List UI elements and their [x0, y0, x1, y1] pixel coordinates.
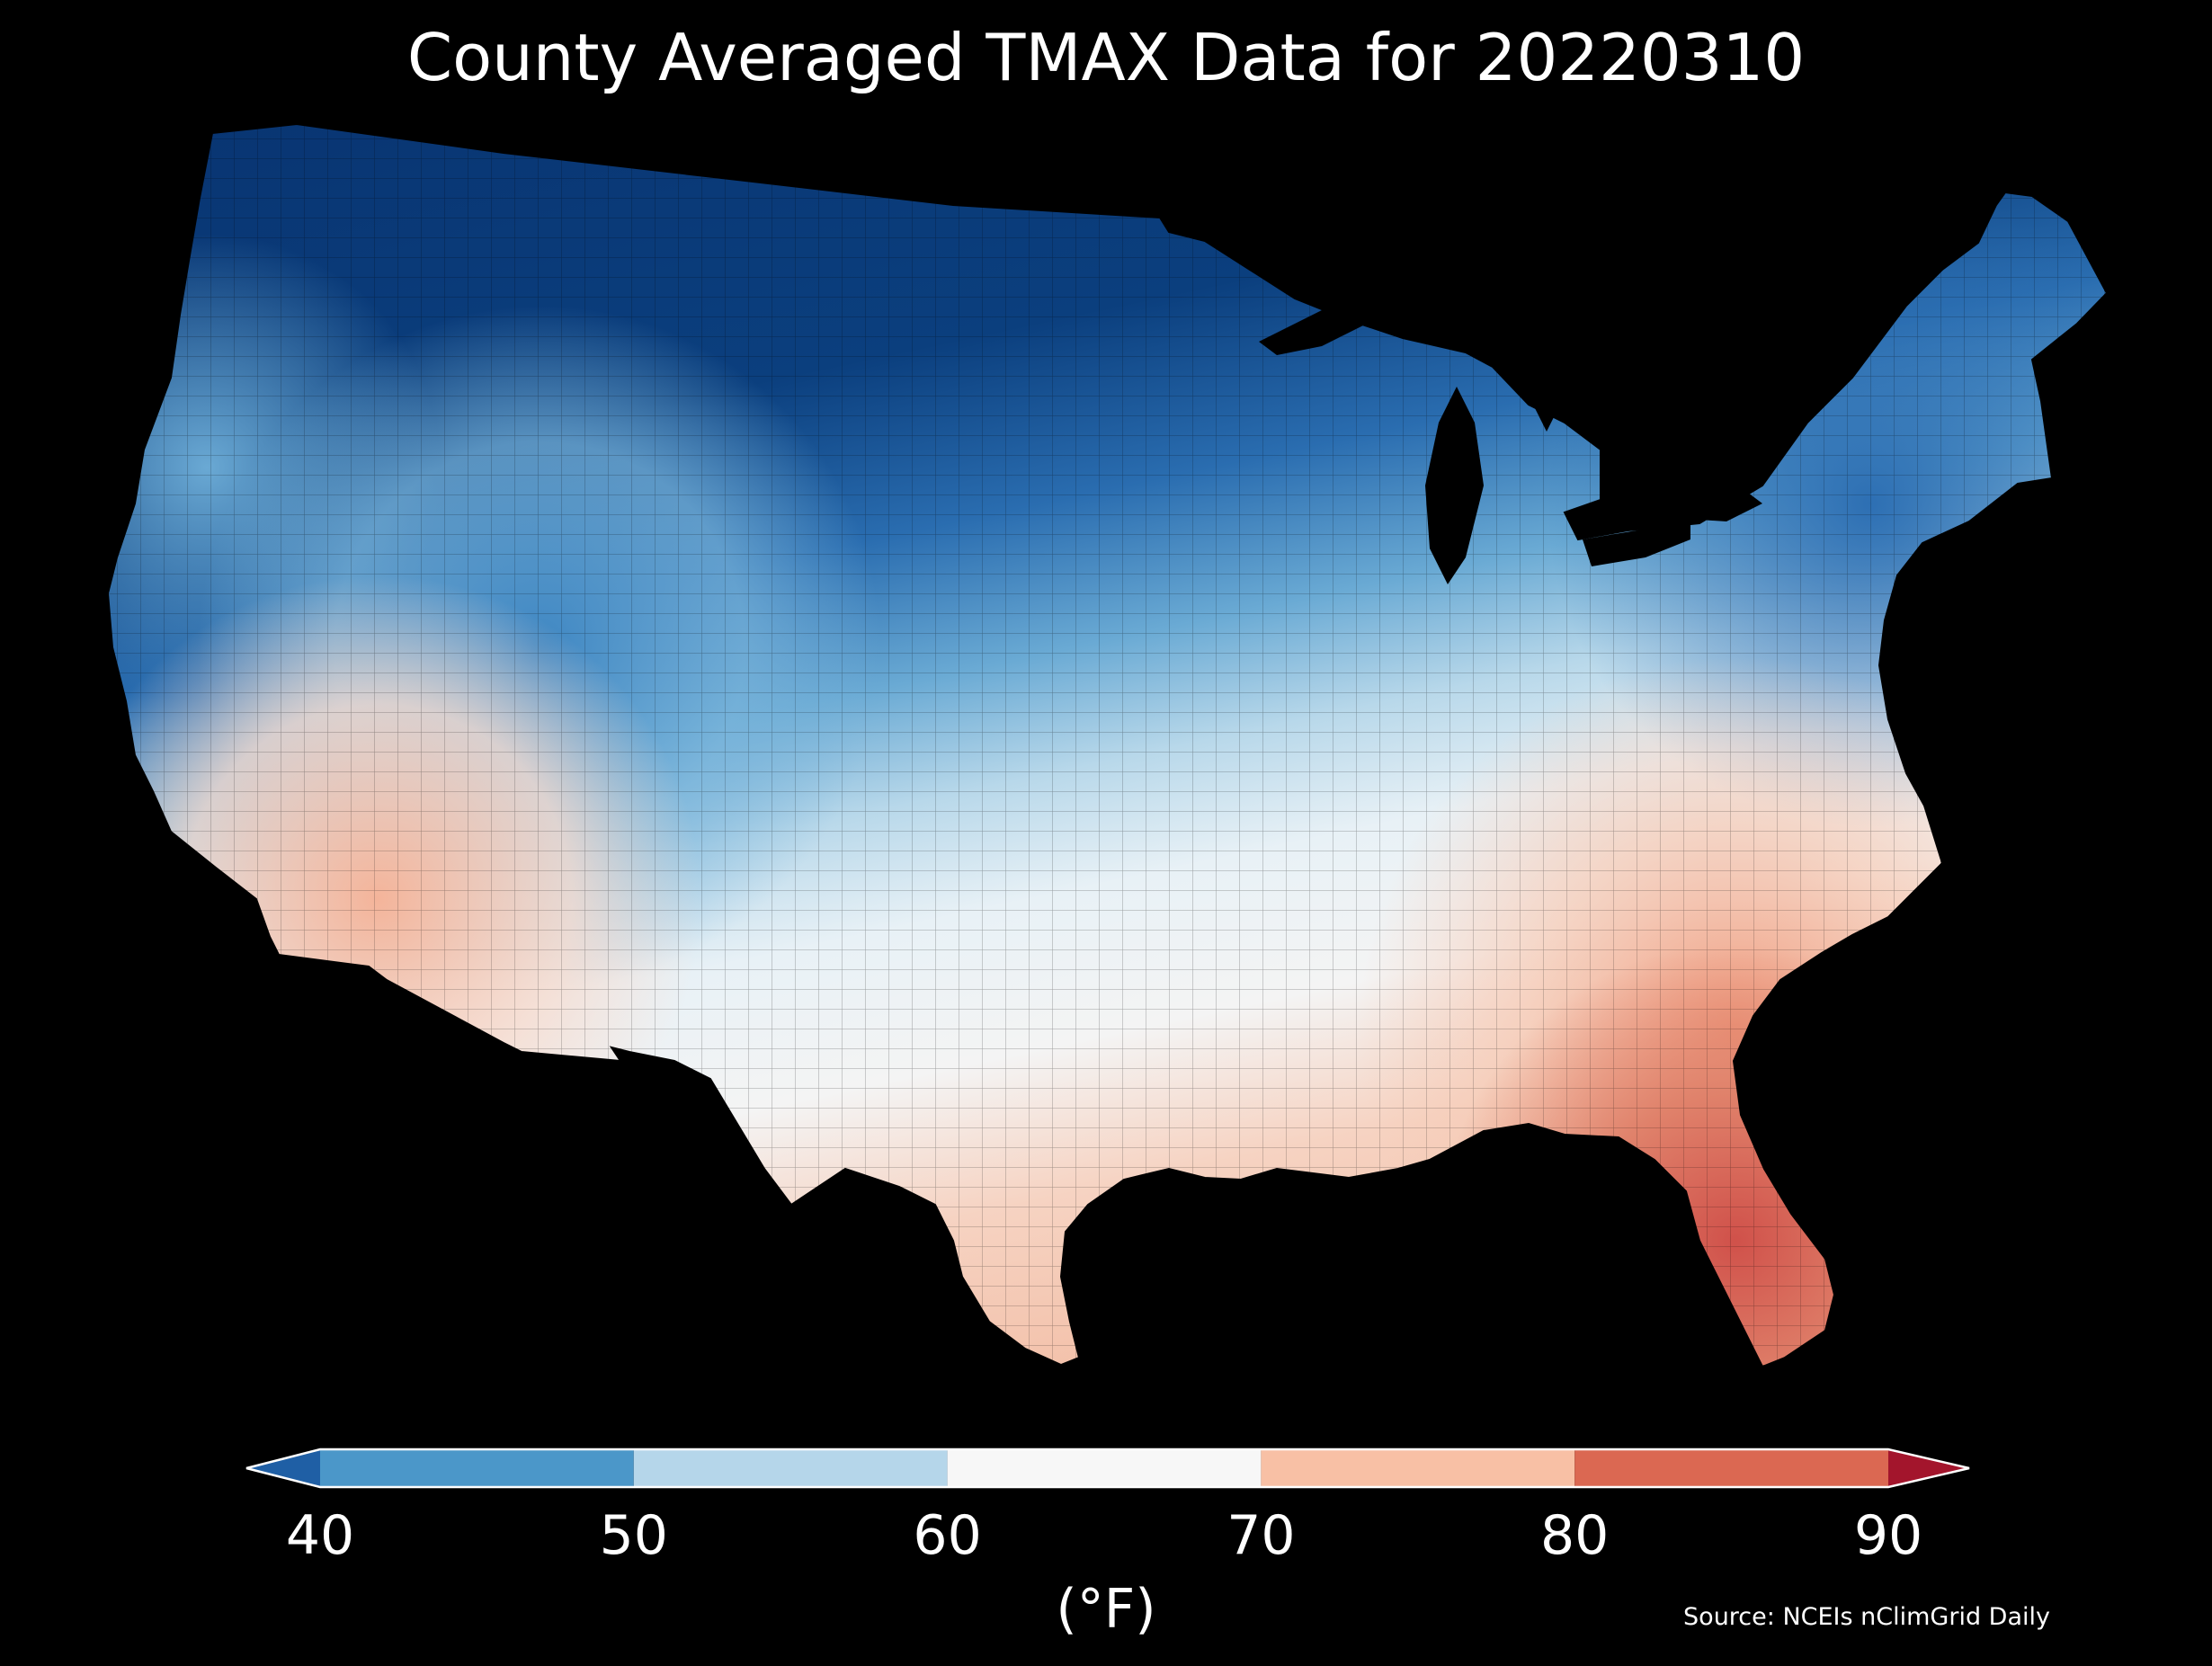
- great-lakes: [1259, 297, 1762, 584]
- colorbar-unit-label: (°F): [1056, 1578, 1156, 1641]
- colorbar-bins: [320, 1449, 1888, 1487]
- colorbar-tick-label: 50: [599, 1504, 668, 1567]
- colorbar-bin: [1261, 1449, 1575, 1487]
- colorbar-bin: [1574, 1449, 1888, 1487]
- colorbar-tick-label: 40: [285, 1504, 355, 1567]
- colorbar-bin: [633, 1449, 948, 1487]
- colorbar-bin: [947, 1449, 1262, 1487]
- colorbar-under-arrow: [246, 1449, 320, 1487]
- colorbar-over-arrow: [1888, 1449, 1969, 1487]
- colorbar-bin: [320, 1449, 634, 1487]
- colorbar-tick-label: 90: [1853, 1504, 1923, 1567]
- map-title: County Averaged TMAX Data for 20220310: [406, 20, 1806, 95]
- colorbar-outline: [245, 1448, 1970, 1489]
- us-outline: [106, 122, 2109, 1368]
- colorbar-tick-label: 80: [1540, 1504, 1610, 1567]
- colorbar-tick-label: 60: [913, 1504, 982, 1567]
- colorbar-tick-label: 70: [1226, 1504, 1296, 1567]
- source-credit: Source: NCEIs nClimGrid Daily: [1683, 1603, 2050, 1631]
